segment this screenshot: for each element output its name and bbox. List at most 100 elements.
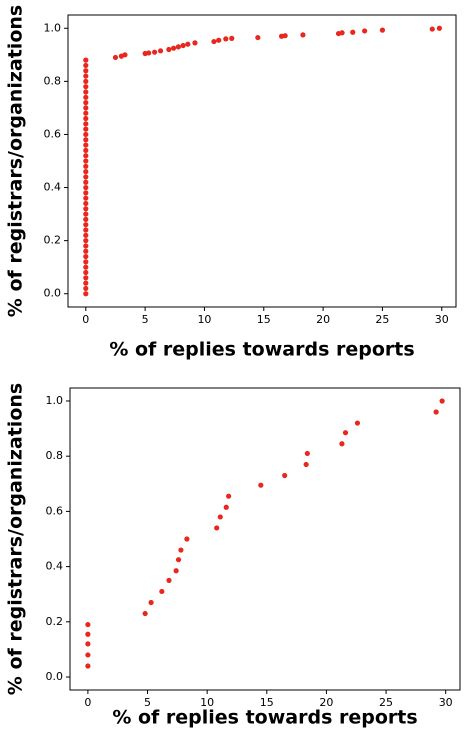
point	[148, 599, 154, 606]
point	[83, 179, 89, 185]
point	[83, 269, 89, 276]
point	[304, 450, 310, 457]
point	[433, 409, 439, 415]
x-tick-label: 30	[439, 696, 453, 709]
x-tick-label: 5	[144, 696, 151, 709]
point	[83, 142, 89, 148]
point	[83, 211, 89, 217]
point	[439, 398, 445, 404]
point	[83, 115, 89, 122]
point	[175, 557, 182, 563]
point	[166, 577, 172, 584]
point	[83, 137, 89, 143]
point	[429, 26, 435, 32]
point	[83, 222, 89, 228]
y-tick-label: 0.4	[44, 181, 62, 194]
point	[255, 34, 261, 41]
x-tick-label: 15	[260, 696, 274, 709]
point	[83, 110, 89, 116]
point	[83, 243, 89, 249]
point	[211, 38, 217, 45]
point	[152, 49, 158, 55]
y-tick-label: 0.6	[46, 504, 64, 517]
point	[85, 631, 91, 637]
y-tick-label: 0.8	[44, 74, 62, 87]
point	[83, 169, 89, 175]
point	[303, 461, 309, 468]
point	[83, 264, 89, 270]
x-tick-label: 20	[319, 696, 333, 709]
point	[282, 33, 288, 39]
x-tick-label: 20	[316, 313, 330, 326]
point	[83, 126, 89, 132]
point	[85, 652, 91, 658]
y-tick-label: 1.0	[46, 394, 64, 407]
point	[142, 610, 148, 617]
x-tick-label: 25	[375, 313, 389, 326]
point	[83, 94, 89, 100]
y-tick-label: 0.2	[46, 615, 64, 628]
x-tick-label: 5	[142, 313, 149, 326]
plot-frame	[69, 387, 461, 691]
point	[83, 147, 89, 153]
point	[214, 525, 220, 531]
y-axis-label: % of registrars/organizations	[5, 5, 27, 317]
point	[175, 44, 181, 50]
point	[339, 30, 345, 36]
point	[166, 46, 172, 53]
point	[85, 663, 91, 669]
point	[339, 441, 345, 447]
point	[342, 430, 349, 436]
plot-frame	[67, 14, 457, 308]
point	[83, 285, 89, 292]
point	[83, 190, 89, 196]
y-tick-label: 0.6	[44, 127, 62, 140]
point	[223, 504, 229, 510]
point	[83, 100, 89, 106]
point	[216, 37, 222, 43]
point	[83, 174, 89, 180]
y-tick-label: 0.0	[46, 670, 64, 683]
point	[350, 29, 356, 35]
point	[192, 40, 198, 46]
point	[112, 54, 119, 61]
point	[85, 641, 91, 647]
x-tick-label: 10	[200, 696, 214, 709]
point	[226, 493, 232, 499]
point	[83, 68, 89, 74]
x-tick-label: 0	[82, 313, 89, 326]
y-tick-label: 0.4	[46, 560, 64, 573]
x-axis-label: % of replies towards reports	[112, 707, 417, 729]
point	[83, 280, 89, 286]
point	[83, 78, 89, 84]
point	[83, 206, 89, 212]
x-tick-label: 25	[379, 696, 393, 709]
point	[229, 35, 235, 41]
point	[83, 84, 89, 90]
point	[83, 62, 89, 69]
point	[83, 184, 89, 191]
point	[83, 89, 89, 95]
x-tick-label: 10	[197, 313, 211, 326]
point	[185, 41, 191, 47]
point	[157, 48, 164, 54]
y-tick-label: 0.0	[44, 287, 62, 300]
point	[362, 28, 368, 34]
point	[83, 121, 89, 127]
point	[83, 232, 89, 238]
point	[83, 253, 89, 260]
point	[354, 420, 361, 426]
point	[223, 36, 229, 42]
point	[83, 275, 89, 281]
point	[436, 25, 442, 31]
y-tick-label: 0.2	[44, 234, 62, 247]
point	[184, 536, 190, 542]
point	[83, 248, 89, 254]
point	[83, 195, 89, 201]
point	[83, 216, 89, 222]
point	[83, 291, 89, 297]
y-axis-label: % of registrars/organizations	[5, 383, 27, 695]
point	[83, 227, 89, 233]
point	[83, 73, 89, 79]
